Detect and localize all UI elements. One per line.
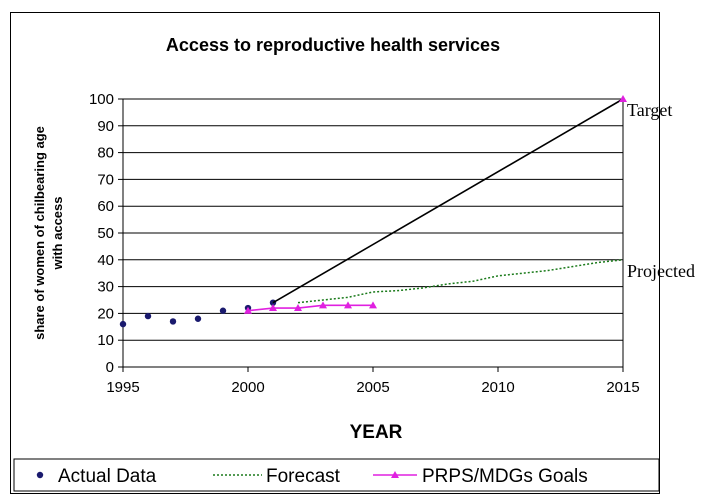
legend-label-goals: PRPS/MDGs Goals	[422, 466, 588, 487]
y-tick-label: 0	[106, 359, 114, 376]
series-layer	[119, 95, 627, 328]
y-axis-label-line2: with access	[50, 197, 65, 271]
axis-ticks: 0 10 20 30 40 50 60 70 80 90 100 1995 2000 2005 2010 20…	[89, 91, 640, 396]
data-point-actual	[119, 320, 127, 328]
annotation-projected: Projected	[627, 261, 695, 281]
data-point-triangle	[294, 304, 302, 312]
y-tick-label: 50	[97, 225, 114, 242]
x-tick-label: 2000	[231, 379, 264, 396]
data-point-actual	[169, 318, 177, 325]
data-point-triangle	[369, 301, 377, 309]
y-axis-label-line1: share of women of chilbearing age	[32, 126, 47, 340]
annotation-target: Target	[627, 100, 672, 120]
x-tick-label: 2015	[606, 379, 639, 396]
y-tick-label: 70	[97, 171, 114, 188]
y-tick-label: 40	[97, 252, 114, 269]
y-tick-label: 10	[97, 332, 114, 349]
legend-marker-actual	[36, 471, 44, 479]
y-tick-label: 20	[97, 305, 114, 322]
legend-label-forecast: Forecast	[266, 466, 341, 487]
data-point-actual	[144, 312, 152, 320]
y-tick-label: 90	[97, 118, 114, 135]
data-point-triangle	[344, 301, 352, 309]
y-tick-label: 100	[89, 91, 114, 108]
data-point-actual	[219, 307, 227, 314]
gridlines	[123, 125, 623, 341]
y-tick-label: 80	[97, 145, 114, 162]
chart-title: Access to reproductive health services	[166, 35, 500, 55]
legend-box	[13, 458, 660, 492]
x-axis-label: YEAR	[350, 422, 403, 443]
legend: Actual Data Forecast PRPS/MDGs Goals	[13, 458, 660, 492]
series-line-1	[297, 259, 624, 304]
legend-label-actual: Actual Data	[58, 466, 157, 487]
x-tick-label: 1995	[106, 379, 139, 396]
x-tick-label: 2010	[481, 379, 514, 396]
data-point-triangle	[269, 304, 277, 312]
series-line-3	[272, 98, 624, 304]
data-point-triangle	[319, 301, 327, 309]
series-line-2	[247, 304, 373, 312]
data-point-triangle	[244, 306, 252, 314]
x-tick-label: 2005	[356, 379, 389, 396]
data-point-actual	[194, 315, 202, 322]
data-point-triangle	[619, 95, 627, 102]
legend-marker-goals	[391, 471, 399, 478]
y-tick-label: 60	[97, 198, 114, 215]
y-tick-label: 30	[97, 279, 114, 296]
chart-frame	[10, 12, 660, 494]
